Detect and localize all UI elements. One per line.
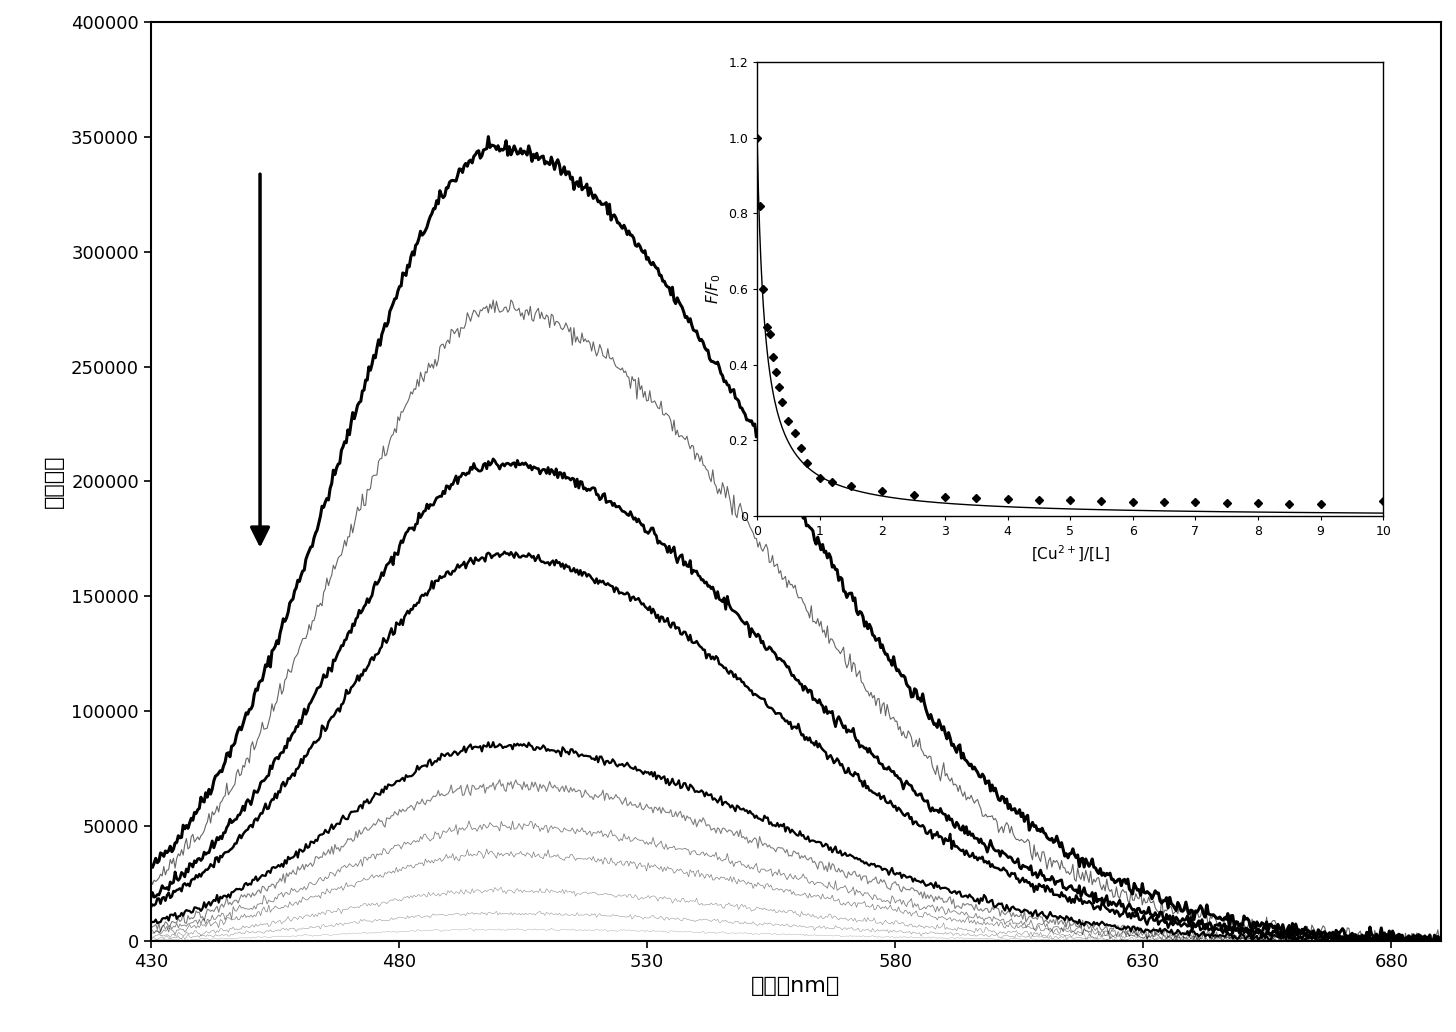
Y-axis label: $F/F_0$: $F/F_0$	[703, 273, 722, 304]
Y-axis label: 荧光强度: 荧光强度	[44, 455, 64, 508]
X-axis label: $[\mathrm{Cu}^{2+}]/[\mathrm{L}]$: $[\mathrm{Cu}^{2+}]/[\mathrm{L}]$	[1031, 544, 1109, 563]
X-axis label: 波长（nm）: 波长（nm）	[751, 976, 840, 996]
